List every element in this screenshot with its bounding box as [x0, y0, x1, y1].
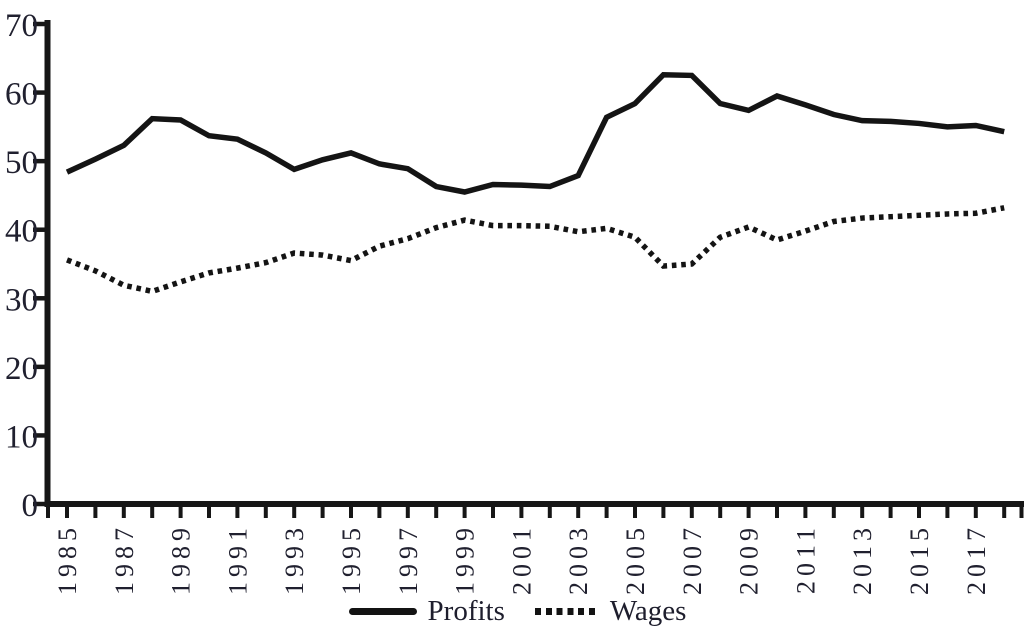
y-tick-label: 40: [5, 214, 38, 250]
y-tick-label: 60: [5, 77, 38, 113]
profits-line-swatch: [348, 608, 417, 615]
x-tick-label: 2015: [905, 523, 934, 595]
wages-line: [66, 205, 1005, 295]
wages-line-swatch: [534, 608, 599, 615]
x-tick-label: 1991: [223, 523, 252, 595]
x-tick-label: 1995: [337, 523, 366, 595]
x-tick-label: 1987: [110, 523, 139, 595]
legend-label-profits: Profits: [427, 595, 505, 627]
y-tick-label: 0: [22, 488, 39, 524]
x-tick-label: 1997: [394, 523, 423, 595]
y-tick-label: 50: [5, 145, 38, 181]
x-tick-label: 2007: [678, 523, 707, 595]
x-tick-label: 2001: [507, 523, 536, 595]
x-tick-label: 2013: [848, 523, 877, 595]
legend-item-profits: Profits: [348, 595, 505, 627]
legend: Profits Wages: [0, 597, 1035, 626]
y-tick-label: 20: [5, 351, 38, 387]
y-tick-label: 70: [5, 8, 38, 44]
legend-item-wages: Wages: [534, 595, 687, 627]
x-tick-label: 2017: [962, 523, 991, 595]
x-tick-label: 2011: [791, 523, 820, 594]
y-tick-label: 30: [5, 282, 38, 318]
x-tick-label: 1993: [280, 523, 309, 595]
x-tick-label: 1989: [167, 523, 196, 595]
legend-label-wages: Wages: [609, 595, 687, 627]
profits-line: [65, 71, 1005, 195]
x-tick-label: 2009: [735, 523, 764, 595]
x-tick-label: 1999: [451, 523, 480, 595]
y-tick-label: 10: [5, 419, 38, 455]
x-tick-label: 2005: [621, 523, 650, 595]
x-tick-label: 2003: [564, 523, 593, 595]
x-tick-label: 1985: [53, 523, 82, 595]
